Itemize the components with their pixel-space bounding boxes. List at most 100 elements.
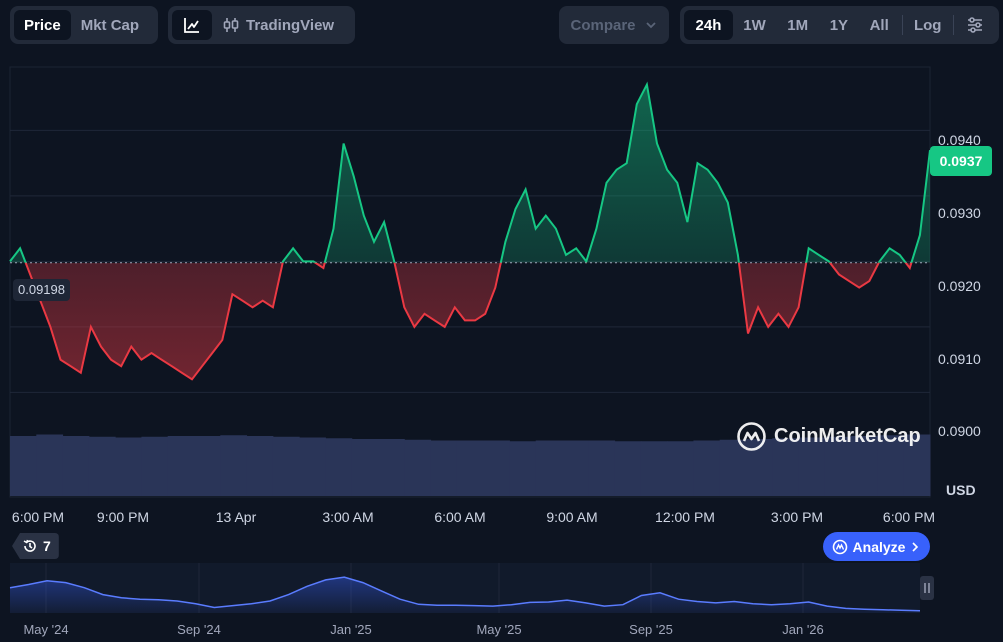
- data-point: [200, 364, 204, 368]
- data-point: [139, 358, 143, 362]
- data-point: [716, 181, 720, 185]
- price-chart[interactable]: [0, 60, 1003, 500]
- history-icon: [23, 539, 36, 552]
- y-tick-label: 0.0930: [938, 205, 981, 221]
- volume-bar: [10, 436, 37, 496]
- volume-bar: [824, 436, 852, 496]
- log-button[interactable]: Log: [913, 16, 942, 34]
- data-point: [18, 246, 22, 250]
- data-point: [675, 181, 679, 185]
- data-point: [59, 358, 63, 362]
- data-point: [756, 305, 760, 309]
- data-point: [685, 220, 689, 224]
- chart-type-toggle: TradingView: [168, 6, 355, 44]
- analyze-button[interactable]: Analyze: [823, 532, 930, 561]
- range-24h[interactable]: 24h: [684, 10, 733, 40]
- volume-bar: [535, 440, 563, 496]
- data-point: [453, 305, 457, 309]
- data-point: [706, 168, 710, 172]
- history-count: 7: [43, 538, 51, 554]
- data-point: [362, 214, 366, 218]
- data-point: [483, 312, 487, 316]
- data-point: [584, 259, 588, 263]
- chart-settings-button[interactable]: [956, 10, 995, 40]
- x-tick-label: 3:00 AM: [322, 509, 374, 525]
- data-point: [89, 325, 93, 329]
- volume-bar: [772, 438, 800, 496]
- data-point: [736, 253, 740, 257]
- volume-bar: [877, 435, 905, 496]
- data-point: [604, 181, 608, 185]
- volume-bar: [325, 438, 353, 496]
- compare-label: Compare: [570, 16, 636, 34]
- volume-bar: [378, 439, 405, 496]
- line-chart-icon: [184, 18, 199, 33]
- data-point: [109, 358, 113, 362]
- sliders-icon: [968, 17, 983, 33]
- data-point: [524, 187, 528, 191]
- tradingview-label: TradingView: [246, 16, 335, 34]
- y-tick-label: 0.0920: [938, 278, 981, 294]
- volume-bars: [10, 434, 931, 496]
- mktcap-tab[interactable]: Mkt Cap: [80, 16, 140, 34]
- chevron-right-icon: [912, 541, 919, 552]
- chevron-down-icon: [645, 22, 656, 29]
- data-point: [28, 273, 32, 277]
- volume-bar: [851, 436, 878, 496]
- data-point: [69, 364, 73, 368]
- series-line-down: [24, 262, 913, 381]
- y-tick-label: 0.0910: [938, 351, 981, 367]
- data-point: [877, 259, 881, 263]
- navigator-label: Sep '25: [629, 622, 673, 637]
- volume-bar: [667, 441, 694, 496]
- data-point: [463, 318, 467, 322]
- volume-bar: [299, 437, 326, 496]
- range-1y[interactable]: 1Y: [829, 16, 849, 34]
- navigator-label: Jan '26: [782, 622, 824, 637]
- range-1m[interactable]: 1M: [787, 16, 809, 34]
- range-navigator[interactable]: [0, 563, 1003, 619]
- x-tick-label: 3:00 PM: [770, 509, 824, 525]
- range-all[interactable]: All: [869, 16, 889, 34]
- navigator-handle[interactable]: [920, 576, 934, 600]
- compare-dropdown[interactable]: Compare: [559, 6, 669, 44]
- history-badge[interactable]: 7: [12, 533, 59, 559]
- data-point: [776, 312, 780, 316]
- data-point: [908, 266, 912, 270]
- data-point: [857, 286, 861, 290]
- data-point: [412, 325, 416, 329]
- volume-bar: [272, 436, 300, 496]
- x-tick-label: 9:00 AM: [546, 509, 598, 525]
- data-point: [382, 220, 386, 224]
- data-point: [332, 227, 336, 231]
- x-tick-label: 6:00 PM: [882, 509, 936, 525]
- data-point: [220, 338, 224, 342]
- data-point: [180, 371, 184, 375]
- x-tick-label: 9:00 PM: [96, 509, 150, 525]
- data-point: [918, 233, 922, 237]
- volume-bar: [246, 436, 274, 496]
- data-point: [311, 259, 315, 263]
- data-point: [372, 240, 376, 244]
- data-point: [129, 345, 133, 349]
- volume-bar: [456, 440, 484, 496]
- price-tab[interactable]: Price: [14, 10, 71, 40]
- data-point: [574, 246, 578, 250]
- x-tick-label: 6:00 AM: [434, 509, 486, 525]
- data-point: [695, 161, 699, 165]
- volume-bar: [141, 436, 169, 496]
- line-chart-button[interactable]: [172, 10, 212, 40]
- tradingview-button[interactable]: TradingView: [212, 10, 344, 40]
- data-point: [493, 286, 497, 290]
- volume-bar: [88, 436, 116, 496]
- data-point: [261, 299, 265, 303]
- data-point: [645, 83, 649, 87]
- range-1w[interactable]: 1W: [743, 16, 766, 34]
- data-point: [402, 305, 406, 309]
- data-point: [746, 331, 750, 335]
- data-point: [443, 325, 447, 329]
- navigator-area: [10, 577, 920, 613]
- data-point: [170, 364, 174, 368]
- navigator-label: Sep '24: [177, 622, 221, 637]
- data-point: [119, 364, 123, 368]
